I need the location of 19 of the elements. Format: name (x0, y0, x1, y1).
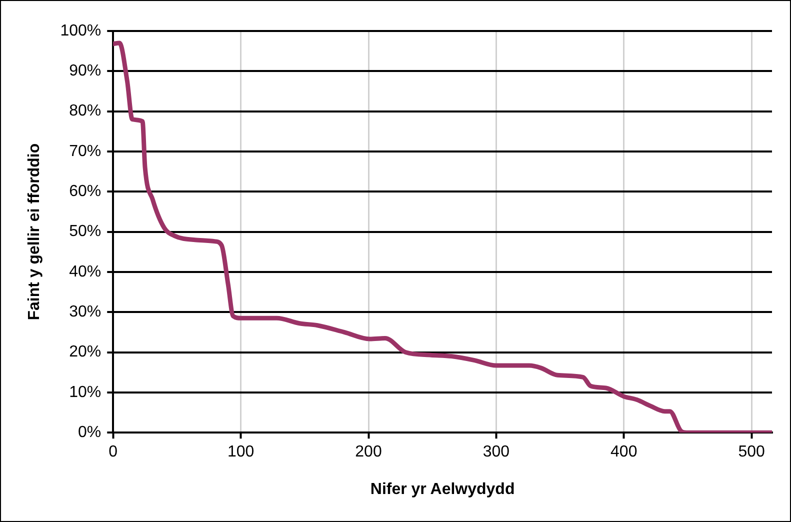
x-tick-label: 200 (355, 444, 382, 461)
y-axis-title: Faint y gellir ei fforddio (26, 143, 44, 320)
x-tick-label: 300 (482, 444, 510, 461)
x-tick-label: 100 (227, 444, 254, 461)
y-tick-label: 20% (69, 344, 102, 361)
y-tick-label: 90% (69, 62, 102, 80)
y-tick-label: 10% (69, 384, 102, 401)
y-tick-label: 70% (69, 142, 102, 160)
y-tick-label: 80% (69, 102, 102, 120)
x-tick-label: 400 (610, 444, 638, 461)
y-tick-label: 30% (69, 304, 102, 321)
y-tick-label: 50% (69, 223, 102, 240)
y-tick-label: 60% (69, 183, 102, 200)
x-tick-label: 500 (738, 444, 766, 461)
y-tick-label: 0% (78, 424, 102, 442)
x-tick-label: 0 (108, 444, 118, 461)
y-tick-label: 40% (69, 263, 102, 280)
x-axis-title: Nifer yr Aelwydydd (370, 480, 515, 498)
y-tick-label: 100% (60, 22, 102, 40)
